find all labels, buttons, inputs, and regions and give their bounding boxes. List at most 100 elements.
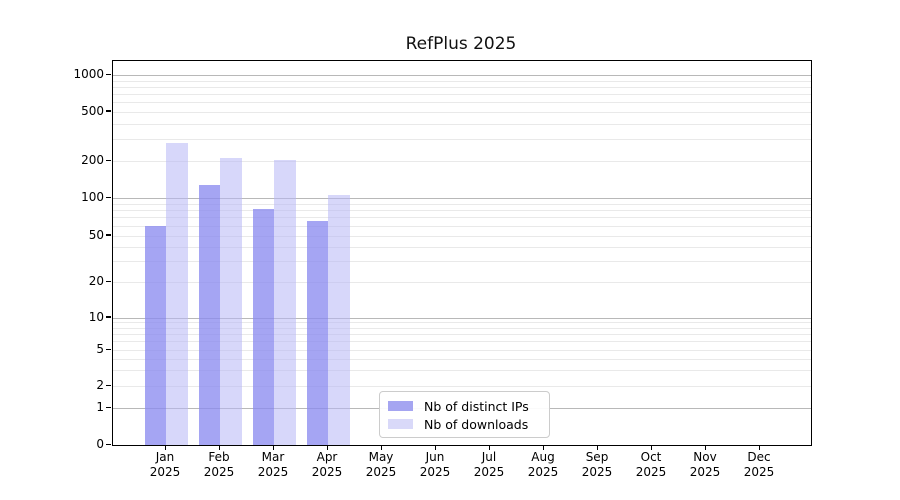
y-axis-tick (106, 316, 111, 318)
x-tick-label-month: Mar (261, 450, 285, 464)
gridline-minor (113, 235, 811, 237)
bar-downloads-apr (328, 194, 350, 445)
y-tick-label: 5 (96, 342, 104, 356)
gridline-minor (113, 161, 811, 162)
gridline-minor (113, 261, 811, 263)
gridline-minor (113, 341, 811, 343)
legend-swatch-downloads (388, 419, 413, 429)
x-axis-tick (650, 445, 652, 450)
gridline-minor (113, 217, 811, 219)
x-tick-label-year: 2025 (149, 465, 181, 479)
gridline-minor (113, 327, 811, 329)
y-axis-tick (106, 280, 111, 282)
x-tick-label-year: 2025 (473, 465, 505, 479)
x-axis-tick (326, 445, 328, 450)
x-tick-label-month: Apr (316, 450, 338, 464)
gridline-minor (113, 370, 811, 372)
y-axis-tick (106, 348, 111, 350)
y-tick-label: 200 (81, 153, 104, 167)
y-tick-label: 1000 (73, 67, 104, 81)
gridline-minor (113, 282, 811, 283)
x-tick-label-year: 2025 (527, 465, 559, 479)
gridline-minor (113, 358, 811, 360)
x-tick-label-month: Nov (693, 450, 717, 464)
bar-distinct-ips-mar (252, 208, 274, 445)
y-tick-label: 500 (81, 103, 104, 118)
gridline-minor (113, 93, 811, 95)
bar-distinct-ips-feb (198, 185, 220, 445)
x-axis-tick (488, 445, 490, 450)
gridline-minor (113, 246, 811, 248)
x-tick-label-year: 2025 (581, 465, 613, 479)
y-axis-tick (106, 159, 111, 161)
x-axis-tick (758, 445, 760, 450)
x-tick-label-year: 2025 (743, 465, 775, 479)
gridline-major (113, 317, 811, 319)
y-axis-tick (106, 443, 111, 445)
gridline-major (113, 198, 811, 199)
x-tick-label: Mar 2025 (245, 450, 301, 480)
x-tick-label-year: 2025 (419, 465, 451, 479)
x-tick-label-month: Aug (531, 450, 555, 464)
bar-downloads-jan (166, 142, 188, 445)
x-tick-label: Nov 2025 (677, 450, 733, 480)
gridline-minor (113, 101, 811, 103)
x-tick-label: Feb 2025 (191, 450, 247, 480)
y-tick-label: 2 (96, 378, 104, 392)
y-axis-tick (106, 406, 111, 408)
x-tick-label-year: 2025 (257, 465, 289, 479)
x-tick-label-month: Feb (208, 450, 230, 464)
y-axis-tick (106, 196, 111, 198)
gridline-minor (113, 203, 811, 205)
x-tick-label-year: 2025 (311, 465, 343, 479)
x-axis-tick (380, 445, 382, 450)
x-tick-label-month: Dec (747, 450, 771, 464)
gridline-minor (113, 322, 811, 324)
y-tick-label: 50 (88, 227, 104, 242)
x-tick-label-month: May (368, 450, 394, 464)
gridline-major (113, 75, 811, 76)
x-tick-label: Jan 2025 (137, 450, 193, 480)
x-tick-label-month: Sep (585, 450, 609, 464)
y-tick-label: 0 (96, 437, 104, 451)
gridline-minor (113, 334, 811, 336)
gridline-minor (113, 139, 811, 141)
bar-distinct-ips-apr (306, 221, 328, 445)
x-tick-label-month: Jan (155, 450, 175, 464)
gridline-minor (113, 80, 811, 82)
x-tick-label: May 2025 (353, 450, 409, 480)
gridline-minor (113, 210, 811, 212)
y-tick-label: 20 (88, 274, 104, 288)
y-axis-tick (106, 234, 111, 236)
x-tick-label-month: Jun (425, 450, 445, 464)
y-axis-tick (106, 384, 111, 386)
x-axis-tick (218, 445, 220, 450)
y-tick-label: 10 (88, 309, 104, 324)
x-tick-label-year: 2025 (365, 465, 397, 479)
x-tick-label-year: 2025 (635, 465, 667, 479)
bar-downloads-feb (220, 157, 242, 445)
y-tick-label: 1 (96, 400, 104, 414)
x-tick-label: Oct 2025 (623, 450, 679, 480)
x-axis-tick (434, 445, 436, 450)
gridline-minor (113, 386, 811, 387)
x-tick-label: Aug 2025 (515, 450, 571, 480)
x-tick-label-month: Jul (481, 450, 497, 464)
x-tick-label: Jul 2025 (461, 450, 517, 480)
x-tick-label: Apr 2025 (299, 450, 355, 480)
x-axis-tick (542, 445, 544, 450)
bar-distinct-ips-jan (144, 225, 166, 445)
chart-title: RefPlus 2025 (405, 34, 517, 54)
legend-label: Nb of downloads (424, 416, 529, 432)
x-axis-tick (704, 445, 706, 450)
gridline-minor (113, 225, 811, 227)
x-tick-label: Sep 2025 (569, 450, 625, 480)
legend-swatch-distinct-ips (388, 401, 413, 411)
x-axis-tick (164, 445, 166, 450)
x-tick-label: Dec 2025 (731, 450, 787, 480)
legend-item: Nb of distinct IPs (388, 397, 541, 415)
y-tick-label: 100 (81, 190, 104, 204)
plot-area (112, 60, 812, 446)
legend: Nb of distinct IPs Nb of downloads (379, 391, 550, 438)
